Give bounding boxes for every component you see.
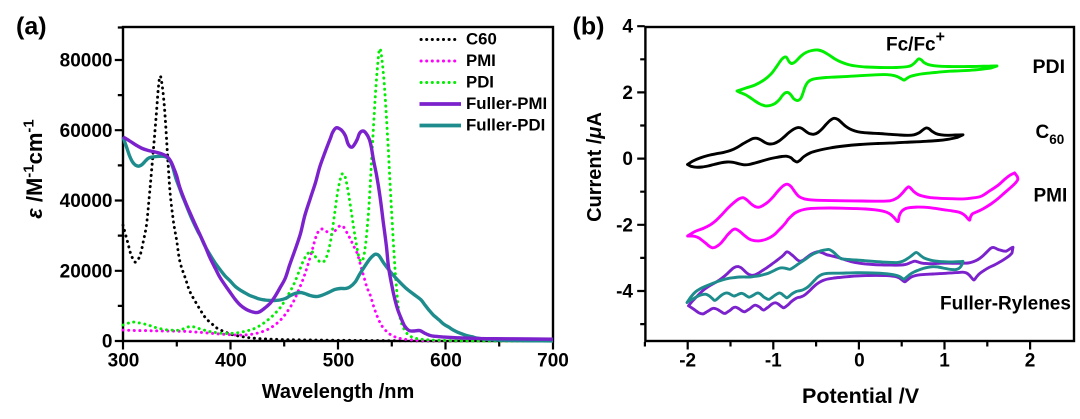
svg-text:PMI: PMI xyxy=(466,51,496,70)
svg-text:Wavelength /nm: Wavelength /nm xyxy=(262,381,415,403)
svg-text:80000: 80000 xyxy=(60,51,113,72)
svg-text:Potential /V: Potential /V xyxy=(802,384,920,408)
svg-text:PDI: PDI xyxy=(1033,56,1066,78)
svg-text:0: 0 xyxy=(622,149,633,170)
svg-text:-4: -4 xyxy=(616,282,633,303)
svg-text:1: 1 xyxy=(939,351,950,372)
svg-text:0: 0 xyxy=(102,332,113,353)
svg-text:300: 300 xyxy=(108,351,140,372)
svg-text:PDI: PDI xyxy=(466,72,494,91)
svg-text:2: 2 xyxy=(1025,351,1036,372)
svg-text:20000: 20000 xyxy=(60,261,113,282)
svg-text:2: 2 xyxy=(622,83,633,104)
svg-text:Current /μA: Current /μA xyxy=(584,112,606,222)
svg-text:60000: 60000 xyxy=(60,121,113,142)
svg-text:PMI: PMI xyxy=(1034,186,1068,207)
svg-text:0: 0 xyxy=(854,351,865,372)
svg-text:40000: 40000 xyxy=(60,191,113,212)
svg-text:-2: -2 xyxy=(679,351,696,372)
svg-text:Fuller-Rylenes: Fuller-Rylenes xyxy=(940,294,1071,315)
svg-text:500: 500 xyxy=(323,351,355,372)
svg-text:ε /M-1cm-1: ε /M-1cm-1 xyxy=(21,119,48,219)
svg-text:(a): (a) xyxy=(16,13,47,41)
svg-text:400: 400 xyxy=(215,351,247,372)
svg-text:Fuller-PMI: Fuller-PMI xyxy=(466,94,547,113)
svg-text:(b): (b) xyxy=(573,13,605,41)
svg-text:Fuller-PDI: Fuller-PDI xyxy=(466,115,545,134)
svg-text:700: 700 xyxy=(537,351,569,372)
svg-text:4: 4 xyxy=(622,17,633,38)
svg-text:C60: C60 xyxy=(466,29,497,48)
svg-text:-2: -2 xyxy=(616,215,633,236)
svg-text:-1: -1 xyxy=(765,351,782,372)
svg-text:600: 600 xyxy=(430,351,462,372)
